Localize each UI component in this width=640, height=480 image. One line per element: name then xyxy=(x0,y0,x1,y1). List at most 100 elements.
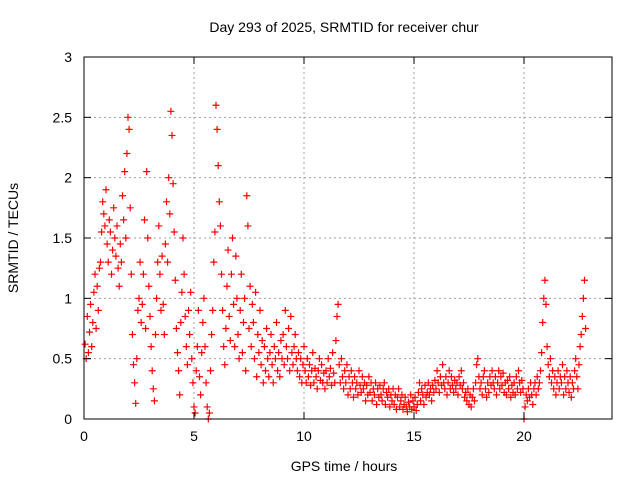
data-point xyxy=(533,373,541,381)
data-point xyxy=(521,403,529,411)
data-point xyxy=(87,300,95,308)
data-point xyxy=(245,325,253,332)
data-point xyxy=(433,367,441,375)
data-point xyxy=(121,168,129,176)
data-point xyxy=(452,385,460,393)
data-point xyxy=(185,306,192,314)
data-point xyxy=(480,367,488,375)
data-point xyxy=(142,325,150,332)
data-point xyxy=(133,355,141,363)
data-point xyxy=(572,355,580,363)
data-point xyxy=(179,234,187,242)
data-point xyxy=(101,222,109,230)
data-point xyxy=(273,318,280,326)
data-point xyxy=(314,367,322,375)
data-point xyxy=(290,343,298,351)
data-point xyxy=(122,234,130,242)
data-point xyxy=(468,393,476,401)
data-point xyxy=(241,294,249,302)
data-point xyxy=(201,343,209,351)
data-point xyxy=(578,312,586,320)
data-point xyxy=(211,228,219,236)
data-point xyxy=(249,318,257,326)
data-point xyxy=(166,210,174,218)
data-point xyxy=(373,401,381,409)
data-point xyxy=(507,393,515,401)
data-point xyxy=(274,367,282,375)
data-point xyxy=(252,288,260,296)
data-point xyxy=(542,300,550,308)
data-point xyxy=(262,367,269,375)
data-point xyxy=(116,240,124,248)
data-point xyxy=(543,343,551,351)
data-point xyxy=(523,397,531,405)
data-point xyxy=(539,318,547,326)
data-point xyxy=(91,270,99,278)
data-point xyxy=(285,325,293,332)
data-point xyxy=(450,388,458,396)
data-point xyxy=(495,367,503,375)
data-point xyxy=(97,258,104,266)
data-point xyxy=(221,361,229,369)
data-point xyxy=(357,388,365,396)
data-point xyxy=(424,379,432,387)
data-point xyxy=(571,367,579,375)
data-point xyxy=(236,306,244,314)
data-point xyxy=(247,343,255,351)
data-point xyxy=(136,258,144,266)
data-point xyxy=(90,288,98,296)
data-point xyxy=(134,306,142,314)
data-point xyxy=(181,312,189,320)
data-point xyxy=(575,361,583,369)
data-point xyxy=(356,381,364,389)
data-point xyxy=(145,282,153,290)
data-point xyxy=(454,391,462,399)
data-point xyxy=(209,306,217,314)
data-point xyxy=(557,379,565,387)
data-point xyxy=(148,367,156,375)
data-point xyxy=(105,216,113,224)
data-point xyxy=(109,246,117,254)
data-point xyxy=(163,198,170,206)
data-point xyxy=(567,393,575,401)
data-point xyxy=(210,258,218,266)
data-point xyxy=(359,385,367,393)
data-point xyxy=(202,379,210,387)
data-point xyxy=(505,385,513,393)
data-point xyxy=(213,125,221,133)
data-point xyxy=(280,361,288,369)
data-point xyxy=(164,258,172,266)
data-point xyxy=(235,355,243,363)
data-point xyxy=(88,343,96,351)
data-point xyxy=(432,385,440,393)
data-point xyxy=(154,258,162,266)
data-point xyxy=(234,331,242,339)
data-point xyxy=(289,361,297,369)
data-point xyxy=(504,376,511,384)
data-point xyxy=(377,391,385,399)
data-point xyxy=(411,393,419,401)
data-point xyxy=(264,355,272,363)
data-point xyxy=(497,373,505,381)
data-point xyxy=(334,300,342,308)
data-point xyxy=(540,294,548,302)
data-point xyxy=(120,216,128,224)
data-point xyxy=(552,391,560,399)
data-point xyxy=(409,397,417,405)
data-point xyxy=(318,361,326,369)
data-point xyxy=(405,398,412,406)
data-point xyxy=(265,373,273,381)
data-point xyxy=(341,367,349,375)
data-point xyxy=(106,228,114,236)
data-point xyxy=(103,240,111,248)
data-point xyxy=(161,240,169,248)
data-point xyxy=(205,409,213,417)
y-tick-label: 1 xyxy=(64,290,72,306)
data-point xyxy=(467,403,475,411)
data-point xyxy=(196,373,203,381)
data-point xyxy=(144,234,152,242)
data-point xyxy=(474,355,482,363)
data-point xyxy=(124,113,132,121)
data-point xyxy=(576,343,584,351)
data-point xyxy=(99,198,107,206)
